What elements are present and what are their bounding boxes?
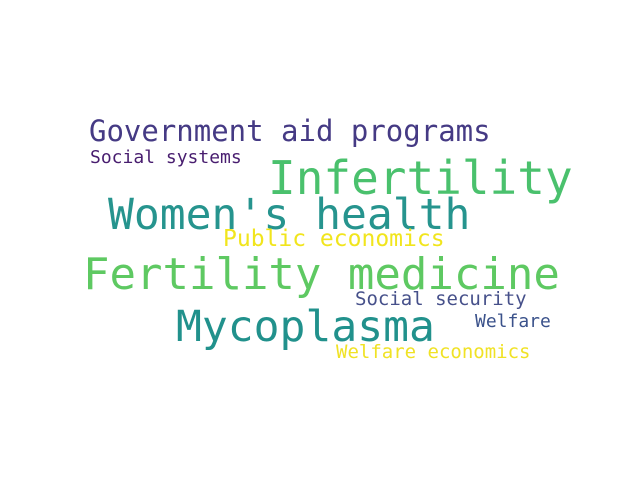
word-welfare: Welfare [475,311,551,332]
word-government-aid-programs: Government aid programs [89,114,491,148]
word-social-systems: Social systems [90,147,242,168]
word-mycoplasma: Mycoplasma [176,302,435,352]
word-public-economics: Public economics [223,226,445,252]
word-infertility: Infertility [268,151,573,205]
word-womens-health: Women's health [108,190,471,240]
word-fertility-medicine: Fertility medicine [83,249,560,300]
word-social-security: Social security [355,288,527,310]
word-welfare-economics: Welfare economics [336,341,531,363]
